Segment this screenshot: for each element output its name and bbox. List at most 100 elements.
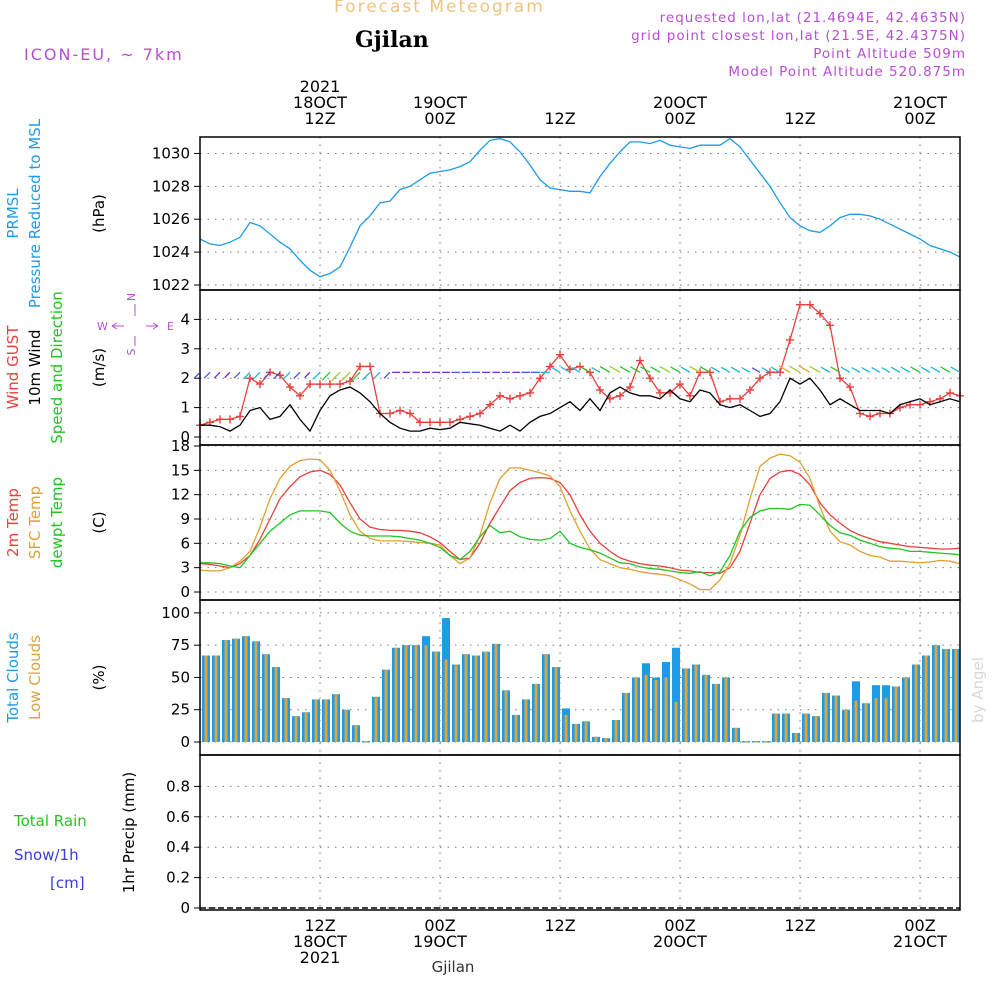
wind-arrow (591, 366, 601, 373)
bar-low (634, 677, 638, 742)
bar-low (914, 664, 918, 742)
gust-marker (656, 388, 664, 397)
bar-low (684, 668, 688, 742)
y-axis-label: 1hr Precip (mm) (120, 772, 138, 893)
gust-marker (336, 380, 344, 389)
gust-marker (546, 362, 554, 371)
wind-arrow (242, 371, 251, 380)
y-axis-label: Low Clouds (26, 635, 44, 720)
time-label-top: 20OCT (653, 93, 707, 112)
bar-low (884, 698, 888, 742)
gust-marker (316, 380, 324, 389)
y-axis-unit: (m/s) (90, 348, 108, 387)
y-tick-label: 6 (180, 534, 190, 552)
bar-low (784, 713, 788, 742)
y-tick-label: 9 (180, 510, 190, 528)
gust-marker (616, 391, 624, 400)
y-tick-label: 0 (180, 733, 190, 751)
bar-low (504, 690, 508, 742)
series-line-pressure (199, 137, 961, 278)
bar-low (544, 654, 548, 742)
y-tick-label: 1 (180, 399, 190, 417)
bar-low (864, 703, 868, 742)
y-tick-label: 75 (171, 636, 190, 654)
bar-low (474, 655, 478, 742)
wind-arrow (282, 371, 291, 381)
y-tick-label: 0.2 (166, 869, 190, 887)
gust-marker (506, 394, 514, 403)
wind-arrow (193, 371, 201, 379)
bar-low (514, 714, 518, 742)
wind-arrow (233, 371, 241, 379)
wind-arrow (798, 365, 811, 373)
wind-arrow (331, 371, 341, 382)
wind-arrow (840, 366, 851, 373)
y-tick-label: 0.8 (166, 777, 190, 795)
time-label-top: 18OCT (293, 93, 347, 112)
wind-arrow (580, 366, 591, 373)
series-line-dewpt (200, 503, 961, 577)
bar-low (284, 698, 288, 742)
bar-low (844, 709, 848, 742)
wind-arrow (710, 366, 721, 373)
wind-arrow (619, 366, 631, 373)
gust-marker (736, 394, 744, 403)
wind-arrow (920, 366, 931, 373)
gust-marker (946, 388, 954, 397)
bar-low (494, 643, 498, 742)
gust-marker (686, 391, 694, 400)
wind-arrow (630, 366, 641, 373)
credit-watermark: by Angel (969, 657, 987, 723)
time-label-top: 19OCT (413, 93, 467, 112)
wind-arrow (809, 365, 821, 373)
bar-low (654, 680, 658, 742)
model-label: ICON-EU, ~ 7km (24, 45, 184, 64)
gust-marker (436, 418, 444, 427)
bar-low (734, 727, 738, 742)
time-label-top: 12Z (544, 109, 575, 128)
gust-marker (236, 412, 244, 421)
bar-low (574, 723, 578, 742)
time-label-top: 21OCT (893, 93, 947, 112)
panel-clouds: 0 25 50 75 100 Total Clouds Low Clouds (%) (4, 599, 961, 756)
time-label-top: 00Z (424, 109, 455, 128)
bar-low (394, 647, 398, 742)
gust-marker (866, 412, 874, 421)
bar-low (214, 655, 218, 742)
wind-arrow (741, 366, 751, 373)
bar-low (444, 659, 448, 742)
gust-marker (306, 380, 314, 389)
time-label-top: 2021 (300, 77, 341, 96)
bar-low (254, 641, 258, 742)
time-label-bottom: 00Z (424, 916, 455, 935)
wind-arrow (680, 366, 691, 373)
y-tick-label: 1022 (152, 276, 190, 294)
y-axis-label: PRMSL (4, 188, 22, 239)
gust-marker (806, 300, 814, 309)
wind-arrow (930, 366, 941, 373)
y-tick-label: 0 (180, 583, 190, 601)
time-label-bottom: 00Z (904, 916, 935, 935)
gust-marker (486, 400, 494, 409)
bar-low (624, 692, 628, 742)
y-tick-label: 0.6 (166, 808, 190, 826)
compass-s: S (125, 348, 138, 355)
wind-arrow (650, 366, 661, 373)
series-line-wind10m (200, 377, 961, 433)
gust-marker (226, 415, 234, 424)
gust-marker (496, 391, 504, 400)
compass-n: N (125, 293, 138, 301)
gust-marker (626, 383, 634, 392)
y-tick-label: 50 (171, 668, 190, 686)
wind-arrow (321, 371, 331, 381)
point-altitude: Point Altitude 509m (813, 46, 966, 62)
compass-arrows (111, 304, 159, 346)
gust-marker (466, 412, 474, 421)
bar-low (564, 714, 568, 742)
bar-low (854, 700, 858, 742)
y-axis-unit: (%) (90, 665, 108, 691)
wind-arrow (263, 371, 271, 379)
gust-marker (576, 362, 584, 371)
gust-marker (406, 409, 414, 418)
